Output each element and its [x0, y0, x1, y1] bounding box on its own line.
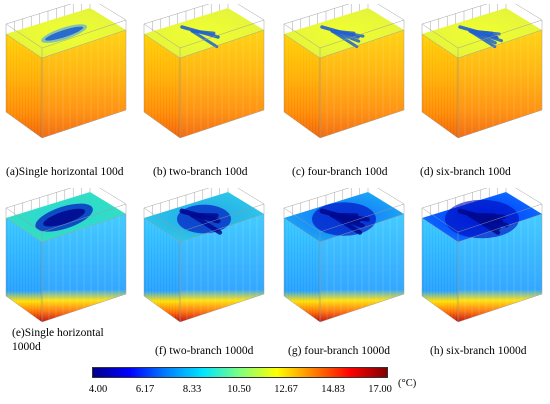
panel-b-two-branch-100d	[140, 4, 268, 141]
colorbar-tick-label: 10.50	[227, 384, 251, 395]
panel-f-two-branch-1000d	[140, 188, 268, 325]
panel-e-single-horizontal-1000d	[2, 188, 130, 325]
caption-h: (h) six-branch 1000d	[430, 345, 527, 357]
colorbar-unit-label: (°C)	[398, 378, 417, 389]
caption-f: (f) two-branch 1000d	[155, 345, 254, 357]
panel-d-six-branch-100d	[418, 4, 546, 141]
temperature-colorbar	[92, 367, 388, 378]
caption-a: (a)Single horizontal 100d	[6, 166, 124, 178]
panel-h-six-branch-1000d	[418, 188, 546, 325]
caption-b: (b) two-branch 100d	[153, 166, 248, 178]
panel-g-four-branch-1000d	[280, 188, 408, 325]
colorbar-tick-label: 8.33	[182, 384, 202, 395]
caption-d: (d) six-branch 100d	[420, 166, 511, 178]
caption-g: (g) four-branch 1000d	[288, 345, 390, 357]
colorbar-tick-label: 6.17	[135, 384, 155, 395]
caption-c: (c) four-branch 100d	[292, 166, 388, 178]
colorbar-tick-label: 12.67	[274, 384, 298, 395]
colorbar-tick-label: 14.83	[321, 384, 345, 395]
panel-c-four-branch-100d	[280, 4, 408, 141]
panel-a-single-horizontal-100d	[2, 4, 130, 141]
colorbar-tick-label: 17.00	[368, 384, 392, 395]
caption-e: (e)Single horizontal 1000d	[12, 327, 104, 353]
colorbar-tick-label: 4.00	[88, 384, 108, 395]
